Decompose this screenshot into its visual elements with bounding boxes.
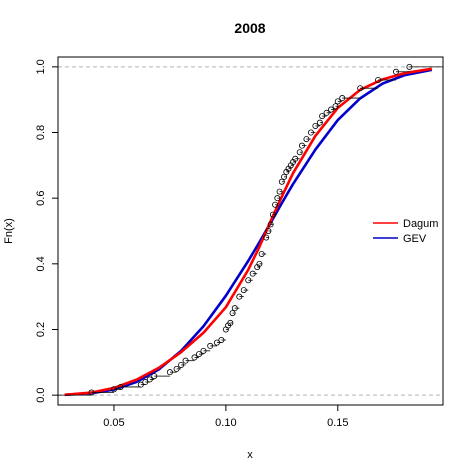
ecdf-point [229, 310, 236, 317]
series-layer [64, 67, 433, 397]
ecdf-point [146, 376, 153, 383]
ecdf-point [267, 221, 274, 228]
reference-lines [58, 66, 443, 396]
series-line-dagum [64, 67, 433, 397]
ecdf-point [298, 142, 305, 149]
ecdf-point [166, 369, 173, 376]
ecdf-point [142, 379, 149, 386]
ecdf-point [328, 106, 335, 113]
ecdf-point [117, 383, 124, 390]
legend: Dagum GEV [373, 218, 438, 245]
ecdf-point [196, 351, 203, 358]
ecdf-point [334, 98, 341, 105]
y-tick-label: 1.0 [35, 59, 47, 74]
y-tick-label: 0.0 [35, 388, 47, 403]
ecdf-point [274, 195, 281, 202]
ecdf-point [227, 319, 234, 326]
ecdf-point [200, 347, 207, 354]
legend-label-gev: GEV [403, 233, 427, 245]
ecdf-point [307, 129, 314, 136]
ecdf-point [249, 270, 256, 277]
series-line-gev [64, 68, 433, 397]
ecdf-point [332, 103, 339, 110]
ecdf-point [88, 389, 95, 396]
ecdf-point [278, 178, 285, 185]
ecdf-point [231, 305, 238, 312]
ecdf-point [191, 354, 198, 361]
ecdf-point [173, 365, 180, 372]
ecdf-point [303, 136, 310, 143]
ecdf-point [339, 95, 346, 102]
ecdf-point [269, 211, 276, 218]
x-tick-label: 0.10 [215, 417, 236, 429]
ecdf-point [272, 201, 279, 208]
ecdf-point [258, 250, 265, 257]
ecdf-point [357, 85, 364, 92]
ecdf-point [213, 339, 220, 346]
ecdf-point [323, 109, 330, 116]
ecdf-point [281, 173, 288, 180]
ecdf-point [137, 381, 144, 388]
x-axis-label: x [247, 449, 253, 461]
x-axis: 0.05 0.10 0.15 [103, 405, 349, 429]
x-tick-label: 0.15 [327, 417, 348, 429]
ecdf-point [245, 277, 252, 284]
ecdf-point [218, 336, 225, 343]
ecdf-point [276, 188, 283, 195]
ecdf-point [256, 260, 263, 267]
ecdf-point [316, 119, 323, 126]
ecdf-point [265, 227, 272, 234]
ecdf-point [236, 293, 243, 300]
y-tick-label: 0.4 [35, 256, 47, 271]
y-tick-label: 0.2 [35, 322, 47, 337]
ecdf-point [296, 149, 303, 156]
x-tick-label: 0.05 [103, 417, 124, 429]
ecdf-point [392, 68, 399, 75]
y-tick-label: 0.6 [35, 191, 47, 206]
ecdf-point [207, 342, 214, 349]
ecdf-points [58, 63, 443, 396]
y-axis-label: Fn(x) [3, 218, 15, 244]
legend-label-dagum: Dagum [403, 218, 438, 230]
y-axis: 0.0 0.2 0.4 0.6 0.8 1.0 [35, 59, 58, 403]
ecdf-point [110, 386, 117, 393]
ecdf-point [263, 234, 270, 241]
ecdf-point [319, 113, 326, 120]
ecdf-point [292, 155, 299, 162]
ecdf-point [312, 122, 319, 129]
ecdf-point [151, 373, 158, 380]
ecdf-point [375, 76, 382, 83]
plot-frame [57, 56, 444, 406]
ecdf-point [240, 287, 247, 294]
chart-title: 2008 [234, 20, 265, 36]
y-tick-label: 0.8 [35, 125, 47, 140]
ecdf-point [406, 63, 413, 70]
ecdf-point [178, 361, 185, 368]
ecdf-point [182, 357, 189, 364]
